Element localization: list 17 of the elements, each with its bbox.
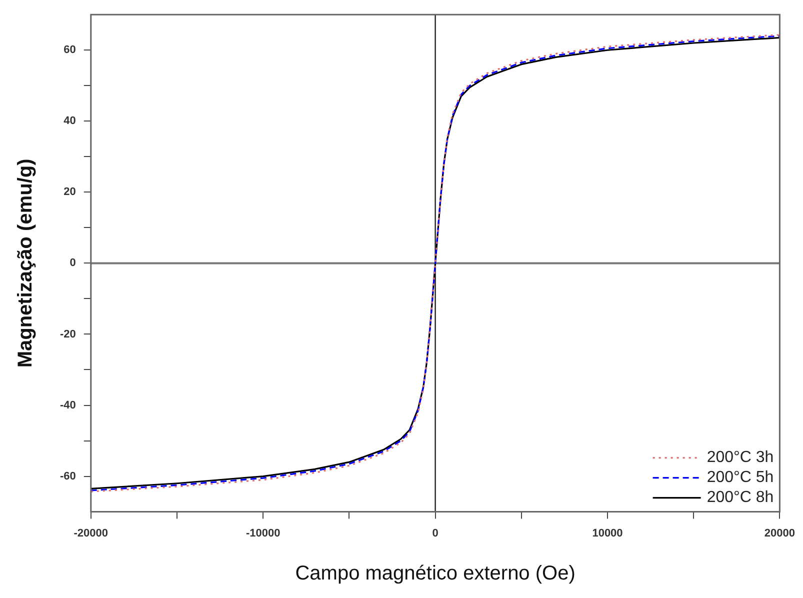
y-tick-label: -60 bbox=[60, 470, 76, 482]
y-tick-label: 40 bbox=[64, 115, 76, 128]
x-tick-label: 20000 bbox=[764, 527, 796, 540]
y-tick-label: 0 bbox=[70, 257, 76, 270]
x-axis-title: Campo magnético externo (Oe) bbox=[295, 562, 576, 585]
legend-label: 200°C 5h bbox=[706, 469, 774, 486]
x-tick-label: -10000 bbox=[246, 527, 280, 540]
x-tick-label: 0 bbox=[432, 527, 438, 540]
x-tick-label: 10000 bbox=[592, 527, 623, 540]
y-tick-label: -40 bbox=[60, 399, 76, 412]
legend-label: 200°C 3h bbox=[706, 449, 774, 466]
y-tick-label: 60 bbox=[64, 44, 76, 56]
x-tick-label: -20000 bbox=[74, 527, 108, 540]
y-tick-label: 20 bbox=[64, 186, 76, 198]
y-axis-title: Magnetização (emu/g) bbox=[14, 158, 37, 368]
legend-label: 200°C 8h bbox=[706, 489, 774, 506]
y-tick-label: -20 bbox=[60, 328, 76, 340]
